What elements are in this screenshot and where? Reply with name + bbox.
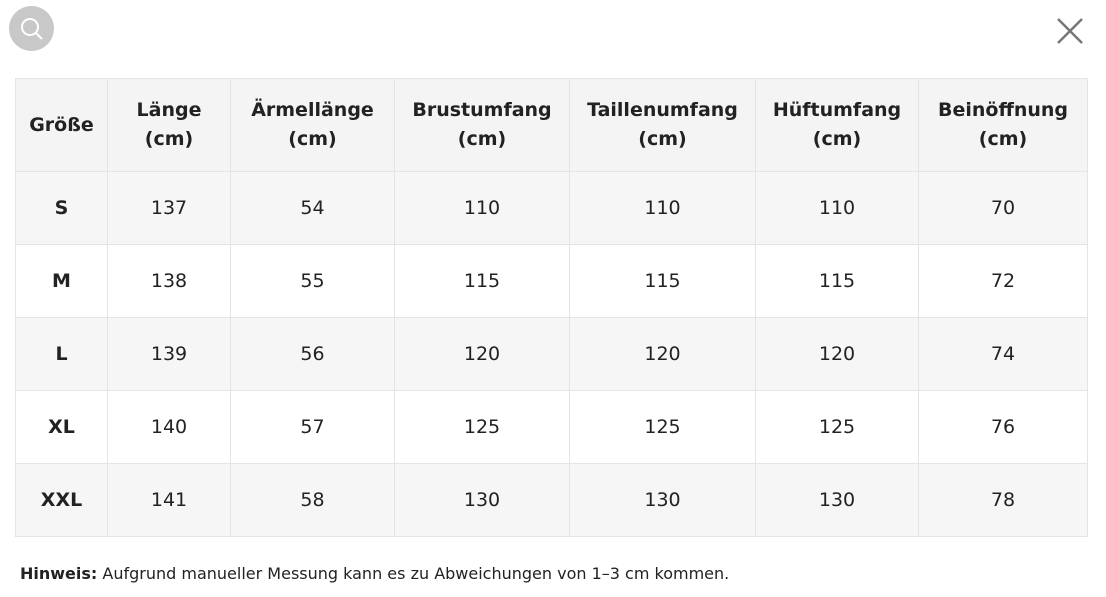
header-cell: Taillenumfang (cm) [569, 78, 756, 172]
value-cell: 70 [918, 171, 1088, 245]
table-body: S 137 54 110 110 110 70 M 138 55 115 115 115 72 L 139 56… [15, 171, 1088, 537]
value-cell: 140 [107, 390, 231, 464]
note: Hinweis: Aufgrund manueller Messung kann… [20, 564, 729, 583]
table-row: L 139 56 120 120 120 74 [15, 317, 1088, 391]
value-cell: 139 [107, 317, 231, 391]
header-cell: Größe [15, 78, 108, 172]
value-cell: 130 [394, 463, 570, 537]
search-icon [21, 18, 43, 40]
value-cell: 56 [230, 317, 395, 391]
size-cell: M [15, 244, 108, 318]
header-row: Größe Länge (cm) Ärmellänge (cm) Brustumfan… [15, 78, 1088, 172]
value-cell: 54 [230, 171, 395, 245]
size-cell: L [15, 317, 108, 391]
value-cell: 125 [394, 390, 570, 464]
close-button[interactable] [1055, 16, 1085, 46]
table-row: XL 140 57 125 125 125 76 [15, 390, 1088, 464]
value-cell: 138 [107, 244, 231, 318]
value-cell: 115 [569, 244, 756, 318]
note-text: Aufgrund manueller Messung kann es zu Ab… [102, 564, 730, 583]
value-cell: 130 [755, 463, 919, 537]
table-row: M 138 55 115 115 115 72 [15, 244, 1088, 318]
value-cell: 130 [569, 463, 756, 537]
value-cell: 120 [569, 317, 756, 391]
value-cell: 78 [918, 463, 1088, 537]
value-cell: 55 [230, 244, 395, 318]
note-label: Hinweis: [20, 564, 98, 583]
value-cell: 58 [230, 463, 395, 537]
table-row: XXL 141 58 130 130 130 78 [15, 463, 1088, 537]
value-cell: 120 [755, 317, 919, 391]
value-cell: 57 [230, 390, 395, 464]
value-cell: 110 [394, 171, 570, 245]
value-cell: 141 [107, 463, 231, 537]
search-button[interactable] [9, 6, 54, 51]
value-cell: 110 [569, 171, 756, 245]
value-cell: 115 [394, 244, 570, 318]
table-row: S 137 54 110 110 110 70 [15, 171, 1088, 245]
value-cell: 76 [918, 390, 1088, 464]
header-cell: Hüftumfang (cm) [755, 78, 919, 172]
value-cell: 125 [755, 390, 919, 464]
value-cell: 137 [107, 171, 231, 245]
header-cell: Brustumfang (cm) [394, 78, 570, 172]
size-cell: XL [15, 390, 108, 464]
value-cell: 125 [569, 390, 756, 464]
value-cell: 115 [755, 244, 919, 318]
value-cell: 72 [918, 244, 1088, 318]
value-cell: 74 [918, 317, 1088, 391]
header-cell: Ärmellänge (cm) [230, 78, 395, 172]
header-cell: Beinöffnung (cm) [918, 78, 1088, 172]
size-cell: XXL [15, 463, 108, 537]
size-table: Größe Länge (cm) Ärmellänge (cm) Brustumfan… [15, 78, 1088, 537]
value-cell: 120 [394, 317, 570, 391]
value-cell: 110 [755, 171, 919, 245]
size-cell: S [15, 171, 108, 245]
header-cell: Länge (cm) [107, 78, 231, 172]
